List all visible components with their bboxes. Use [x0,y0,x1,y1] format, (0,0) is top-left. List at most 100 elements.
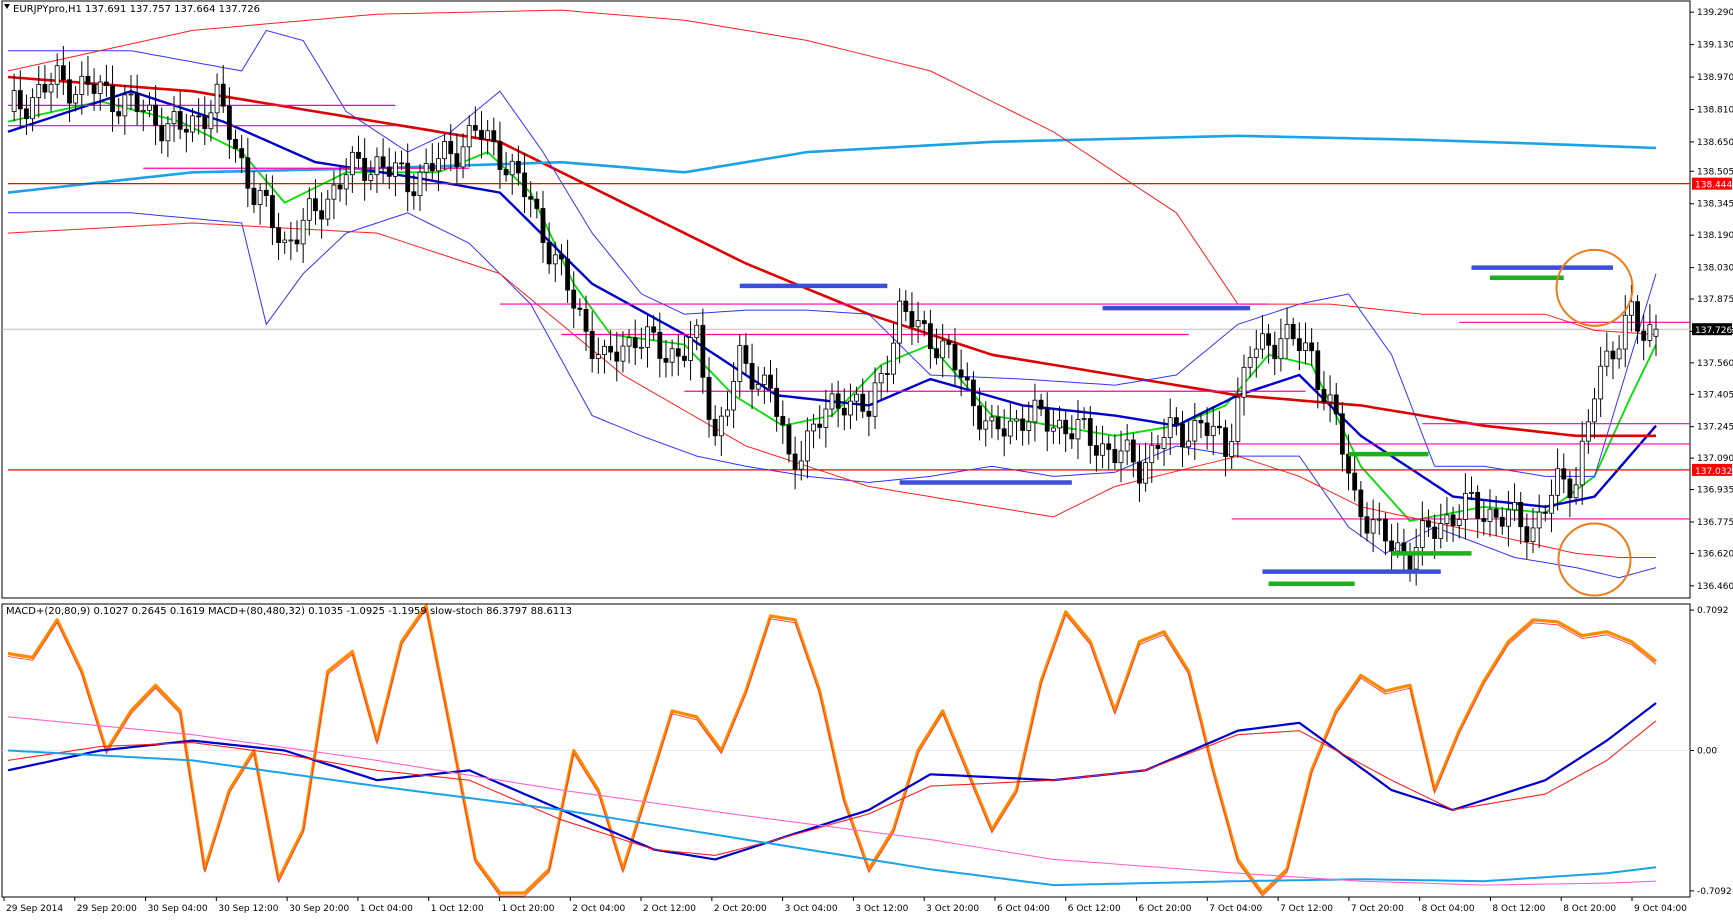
candle-body [798,460,804,470]
indicator-title: MACD+(20,80,9) 0.1027 0.2645 0.1619 MACD… [6,606,572,617]
candle-body [257,189,263,205]
candle-body [1026,421,1032,431]
x-tick-label: 7 Oct 12:00 [1280,904,1333,914]
candle-body [1038,399,1044,410]
candle-body [971,379,976,407]
chart-menu-triangle-icon[interactable] [4,4,10,9]
candle-body [749,363,755,390]
candle-body [165,123,171,142]
candle-body [313,198,318,212]
x-tick-label: 29 Sep 2014 [6,904,63,914]
candle-body [60,65,66,81]
candle-body [386,166,392,177]
candle-body [780,416,786,426]
candle-body [589,330,595,359]
sub-y-tick-label: -0.7092 [1697,887,1732,897]
candle-body [761,374,767,385]
candle-body [1217,425,1222,429]
candle-body [940,340,946,359]
candle-body [983,420,989,430]
candle-body [1456,519,1462,527]
candle-body [1647,324,1653,341]
indicator-line-3 [7,134,1657,194]
candle-body [1444,514,1450,524]
candle-body [1253,348,1259,358]
candle-body [1573,484,1579,499]
candle-body [97,81,103,94]
candle-body [1303,342,1308,351]
candle-body [1247,356,1253,368]
x-tick-label: 30 Sep 12:00 [218,904,278,914]
candle-body [1241,366,1247,398]
candle-body [577,307,583,310]
candle-body [429,163,435,172]
candle-body [1014,418,1019,422]
candle-body [1075,419,1081,440]
candle-body [565,258,570,291]
candle-body [220,83,226,107]
candle-body [848,400,853,416]
indicator-series-1 [7,702,1657,861]
price-label-box [1692,177,1732,190]
candle-body [245,157,251,189]
indicator-line-5 [8,212,1657,579]
y-tick-label: 137.560 [1697,359,1733,369]
candle-body [1542,511,1548,514]
candle-body [239,148,245,159]
candle-body [682,355,687,361]
candle-body [1432,526,1438,539]
candle-body [337,184,343,190]
x-tick-label: 9 Oct 04:00 [1634,904,1687,914]
candle-body [282,239,288,243]
candle-body [103,81,109,86]
x-tick-label: 6 Oct 04:00 [997,904,1050,914]
y-tick-label: 138.650 [1697,138,1733,148]
highlight-circle-0 [1555,248,1634,327]
candle-body [1339,413,1345,455]
candle-body [91,83,97,94]
candle-body [1395,542,1401,552]
candle-body [522,172,527,198]
price-label-box [1692,463,1732,476]
candle-body [718,415,724,437]
y-tick-label: 137.875 [1697,295,1733,305]
candle-body [909,311,915,328]
price-label-text: 137.032 [1695,467,1732,477]
candle-body [694,324,700,339]
candle-body [1641,330,1647,341]
candle-body [54,65,60,85]
candle-body [196,115,202,118]
candle-body [958,369,964,378]
candle-body [841,407,847,416]
candle-body [147,104,152,111]
candle-body [1561,468,1567,480]
candle-body [233,139,238,150]
candle-body [1549,494,1554,514]
candle-body [1598,365,1604,400]
candle-body [688,337,693,361]
x-tick-label: 2 Oct 20:00 [714,904,767,914]
sub-y-tick-label: 0.7092 [1697,606,1729,616]
candle-body [632,337,638,349]
candle-body [638,346,644,349]
candle-body [1161,437,1167,449]
x-tick-label: 2 Oct 12:00 [643,904,696,914]
candle-body [1118,450,1124,464]
candle-body [927,323,933,350]
candle-body [1278,338,1284,360]
candle-body [977,405,982,430]
candle-body [1518,502,1524,528]
candle-body [1106,443,1112,450]
candle-body [472,125,478,131]
y-tick-label: 137.245 [1697,423,1733,433]
candle-body [1050,427,1056,432]
candle-body [903,300,909,312]
candle-body [1419,520,1425,548]
candle-body [1315,350,1321,390]
candle-body [608,345,614,353]
x-tick-label: 3 Oct 04:00 [785,904,838,914]
candle-body [1235,396,1241,442]
candle-body [423,163,429,173]
candle-body [1020,418,1026,431]
